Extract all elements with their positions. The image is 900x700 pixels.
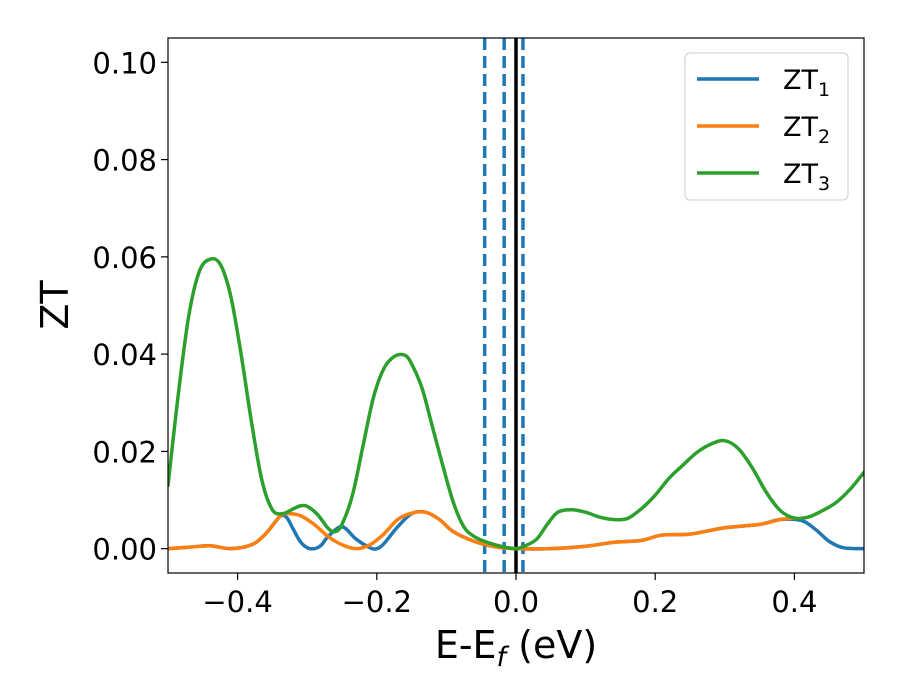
y-axis-label: ZT [33,280,77,330]
series-line-zt3 [168,256,864,551]
series-lines [168,256,864,551]
legend-label-zt1: ZT1 [783,65,830,101]
y-axis-ticks: 0.00 0.02 0.04 0.06 0.08 0.10 [92,46,168,567]
y-tick-label: 0.04 [92,338,157,372]
x-axis-label-unit: (eV) [506,623,597,667]
x-axis-label: E-Ef (eV) [435,623,597,673]
legend-label-zt3: ZT3 [783,159,830,195]
legend-box [684,52,849,201]
y-tick-label: 0.10 [92,46,157,80]
legend-label-zt2: ZT2 [783,112,830,148]
x-tick-label: 0.0 [493,585,539,619]
reference-lines [482,38,525,573]
x-tick-label: −0.4 [202,585,272,619]
series-line-zt2 [168,509,797,551]
x-axis-ticks: −0.4 −0.2 0.0 0.2 0.4 [202,573,817,619]
y-tick-label: 0.02 [92,435,157,469]
x-tick-label: 0.4 [771,585,817,619]
x-axis-label-main: E-E [435,623,497,667]
y-tick-label: 0.00 [92,533,157,567]
y-tick-label: 0.06 [92,241,157,275]
x-tick-label: 0.2 [632,585,678,619]
y-tick-label: 0.08 [92,144,157,178]
legend: ZT1 ZT2 ZT3 [684,52,849,201]
x-tick-label: −0.2 [342,585,412,619]
